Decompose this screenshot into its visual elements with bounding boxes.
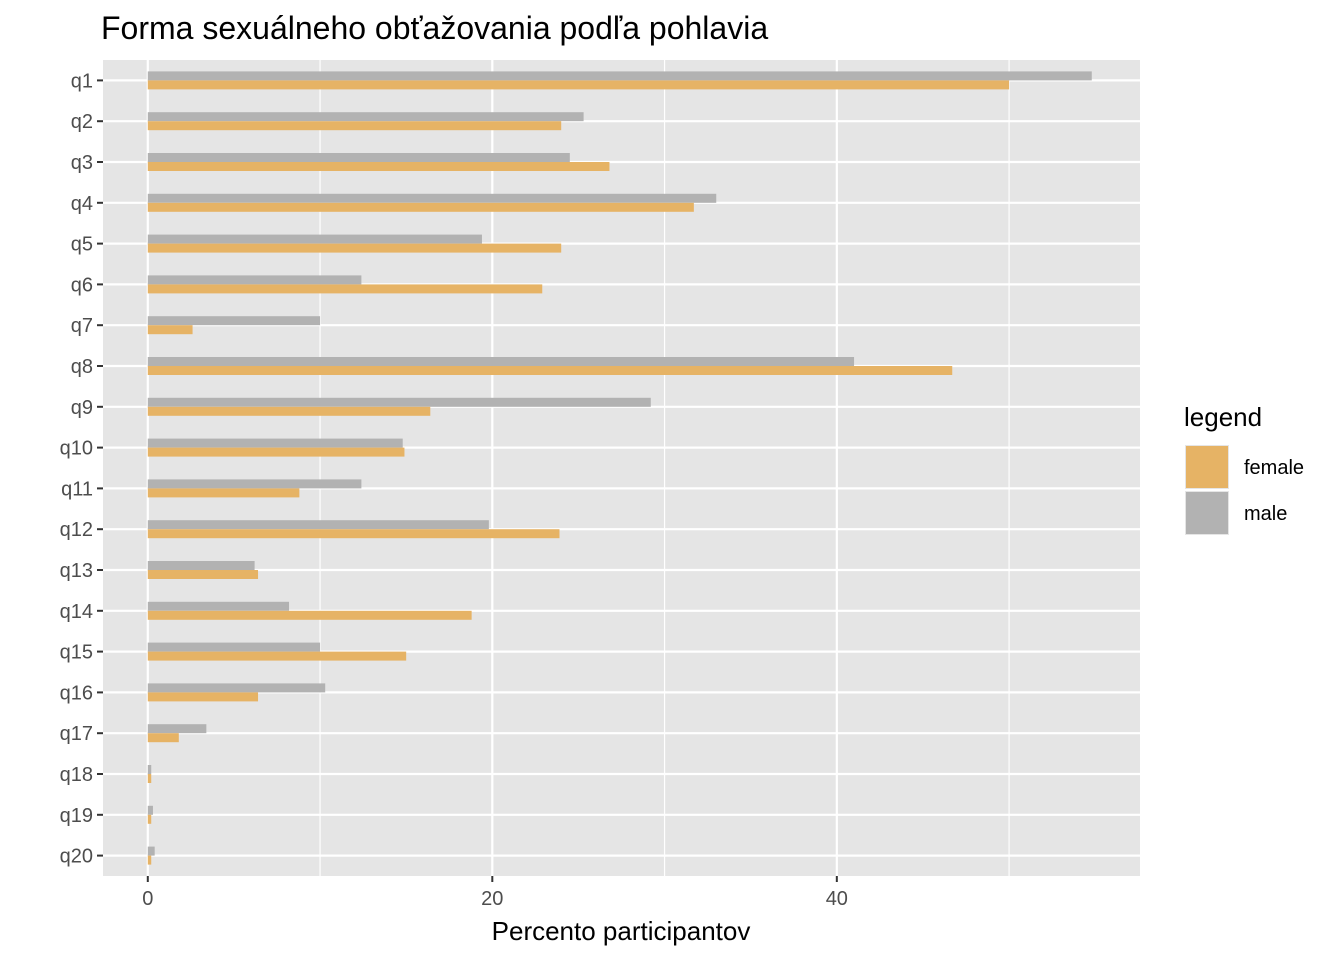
bar-female-q6 [147, 284, 543, 294]
bar-male-q18 [147, 765, 152, 774]
bar-female-q15 [147, 651, 407, 661]
bar-female-q8 [147, 366, 953, 375]
y-tick-label: q6 [71, 274, 93, 296]
bar-male-q1 [147, 71, 1092, 81]
bar-male-q4 [147, 193, 717, 203]
y-tick-label: q5 [71, 234, 93, 256]
chart-title: Forma sexuálneho obťažovania podľa pohla… [101, 10, 768, 46]
bar-male-q16 [147, 683, 326, 693]
y-tick-label: q10 [60, 438, 93, 460]
bar-female-q3 [147, 162, 610, 171]
y-axis: q1 q2 q3 q4 q5 q6 q7 q8 q9 q10 q11 q12 q13 q14 q15 q16 q… [60, 70, 103, 868]
bars [147, 71, 1092, 865]
y-tick-label: q1 [71, 70, 93, 92]
bar-male-q5 [147, 234, 482, 244]
bar-female-q20 [147, 855, 152, 865]
bar-male-q6 [147, 275, 362, 285]
y-tick-label: q19 [60, 805, 93, 827]
bar-female-q9 [147, 406, 431, 416]
bar-female-q5 [147, 243, 562, 253]
y-tick-label: q3 [71, 152, 93, 174]
legend-swatch-male [1186, 492, 1228, 534]
bar-male-q20 [147, 846, 155, 856]
bar-male-q10 [147, 438, 403, 448]
bar-male-q12 [147, 520, 489, 530]
bar-female-q11 [147, 488, 300, 498]
legend-label-male: male [1244, 503, 1287, 525]
bar-female-q13 [147, 570, 259, 579]
bar-female-q10 [147, 447, 405, 457]
y-tick-label: q13 [60, 560, 93, 582]
legend-label-female: female [1244, 457, 1304, 479]
bar-male-q3 [147, 153, 570, 162]
y-tick-label: q9 [71, 397, 93, 419]
bar-male-q8 [147, 357, 855, 366]
plot-panel [103, 60, 1140, 876]
bar-female-q16 [147, 692, 259, 702]
x-tick-label: 40 [826, 888, 848, 910]
bar-male-q11 [147, 479, 362, 489]
y-tick-label: q8 [71, 356, 93, 378]
bar-female-q4 [147, 202, 694, 212]
y-tick-label: q4 [71, 193, 93, 215]
bar-male-q2 [147, 112, 584, 122]
bar-female-q17 [147, 733, 179, 743]
y-tick-label: q20 [60, 846, 93, 868]
bar-male-q15 [147, 642, 321, 652]
legend-title: legend [1184, 402, 1262, 432]
y-tick-label: q16 [60, 682, 93, 704]
y-tick-label: q12 [60, 519, 93, 541]
bar-female-q7 [147, 325, 193, 335]
bar-female-q14 [147, 610, 472, 620]
bar-male-q7 [147, 316, 321, 326]
y-tick-label: q14 [60, 601, 93, 623]
bar-female-q1 [147, 80, 1010, 90]
y-tick-label: q18 [60, 764, 93, 786]
bar-female-q19 [147, 814, 152, 824]
y-tick-label: q2 [71, 111, 93, 133]
legend-swatch-female [1186, 446, 1228, 488]
x-tick-label: 20 [481, 888, 503, 910]
bar-male-q13 [147, 561, 255, 570]
y-tick-label: q7 [71, 315, 93, 337]
bar-female-q12 [147, 529, 560, 539]
bar-female-q18 [147, 774, 152, 783]
bar-female-q2 [147, 121, 562, 131]
bar-male-q17 [147, 724, 207, 734]
x-tick-label: 0 [142, 888, 153, 910]
bar-male-q9 [147, 397, 651, 407]
bar-male-q19 [147, 805, 153, 815]
y-tick-label: q17 [60, 723, 93, 745]
legend: legend female male [1184, 402, 1304, 535]
x-axis-title: Percento participantov [492, 916, 751, 946]
x-axis: 0 20 40 [142, 876, 848, 910]
bar-male-q14 [147, 601, 290, 611]
y-tick-label: q11 [61, 478, 93, 500]
y-tick-label: q15 [60, 642, 93, 664]
